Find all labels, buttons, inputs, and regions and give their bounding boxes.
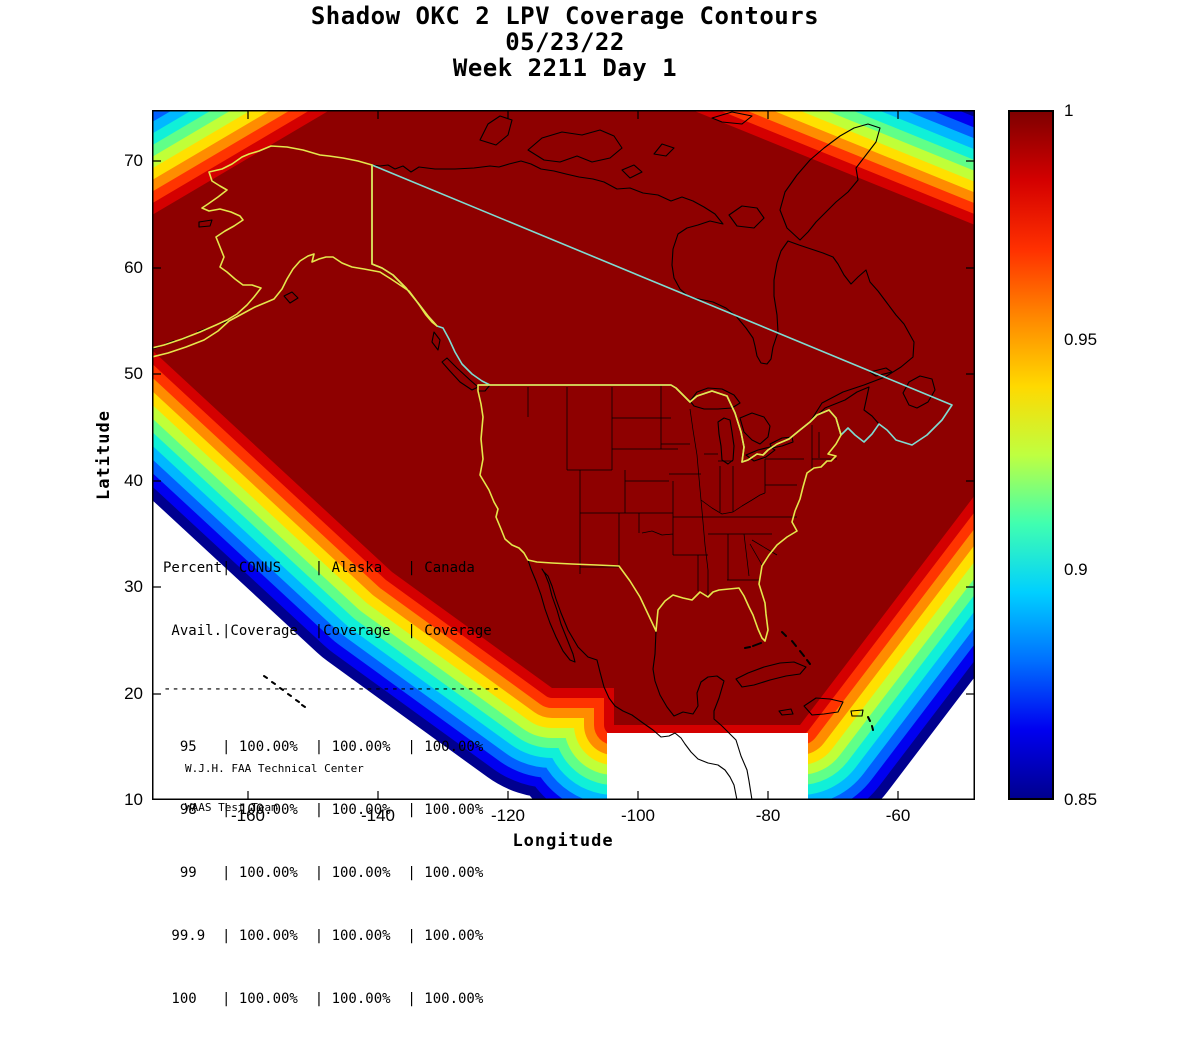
axis-tick-marks <box>152 110 975 800</box>
x-tick-label: -60 <box>885 806 911 825</box>
figure: { "title": { "line1": "Shadow OKC 2 LPV … <box>0 3 1130 1007</box>
chart-title: Shadow OKC 2 LPV Coverage Contours <box>310 2 820 30</box>
y-axis-label: Latitude <box>94 410 114 500</box>
y-tick-label: 20 <box>124 684 143 703</box>
y-tick-label: 40 <box>124 471 143 490</box>
alaska-region-outline <box>152 145 438 358</box>
conus-region-outline <box>477 384 842 642</box>
colorbar-tick-label: 0.9 <box>1064 560 1088 579</box>
credit-line: WAAS Test Team <box>185 801 278 814</box>
y-tick-label: 30 <box>124 577 143 596</box>
coverage-contour-bands <box>152 110 975 800</box>
table-divider: ---------------------------------------- <box>163 681 501 697</box>
coverage-south-cutoff <box>607 733 808 800</box>
credit-text: W.J.H. FAA Technical Center WAAS Test Te… <box>185 736 364 840</box>
table-row: 100 | 100.00% | 100.00% | 100.00% <box>163 991 484 1007</box>
table-row: 99.9 | 100.00% | 100.00% | 100.00% <box>163 928 484 944</box>
state-borders <box>527 385 837 632</box>
y-tick-label: 50 <box>124 364 143 383</box>
service-region-outlines <box>152 145 953 642</box>
title-block: Shadow OKC 2 LPV Coverage Contours 05/23… <box>0 3 1130 81</box>
colorbar-tick-label: 0.85 <box>1064 790 1098 809</box>
colorbar <box>1008 110 1054 800</box>
colorbar-tick-label: 1 <box>1064 101 1074 120</box>
x-axis-label: Longitude <box>512 831 614 851</box>
y-tick-label: 70 <box>124 151 143 170</box>
x-tick-label: -80 <box>755 806 781 825</box>
contour-map <box>152 110 975 800</box>
table-header-row: Percent| CONUS | Alaska | Canada <box>163 560 475 576</box>
x-tick-label: -140 <box>360 806 396 825</box>
plot-frame <box>152 110 975 800</box>
map-plot-area: Percent| CONUS | Alaska | Canada Avail.|… <box>152 110 975 1007</box>
x-tick-label: -100 <box>620 806 656 825</box>
table-row: 98 | 100.00% | 100.00% | 100.00% <box>163 802 484 818</box>
table-header-row: Avail.|Coverage |Coverage | Coverage <box>163 623 492 639</box>
table-row: 95 | 100.00% | 100.00% | 100.00% <box>163 739 484 755</box>
table-row: 99 | 100.00% | 100.00% | 100.00% <box>163 865 484 881</box>
y-tick-label: 60 <box>124 258 143 277</box>
x-tick-label: -120 <box>490 806 526 825</box>
colorbar-tick-label: 0.95 <box>1064 330 1098 349</box>
credit-line: W.J.H. FAA Technical Center <box>185 762 364 775</box>
x-tick-label: -160 <box>230 806 266 825</box>
chart-week-day: Week 2211 Day 1 <box>452 54 678 82</box>
chart-date: 05/23/22 <box>505 28 625 56</box>
y-tick-label: 10 <box>124 790 143 809</box>
